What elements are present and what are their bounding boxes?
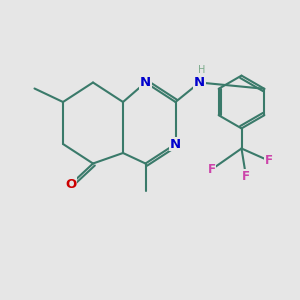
Text: F: F — [265, 154, 272, 167]
Text: O: O — [65, 178, 76, 191]
Text: N: N — [170, 137, 181, 151]
Text: N: N — [194, 76, 205, 89]
Text: F: F — [242, 170, 250, 183]
Text: N: N — [140, 76, 151, 89]
Text: H: H — [198, 65, 206, 75]
Text: F: F — [208, 163, 215, 176]
